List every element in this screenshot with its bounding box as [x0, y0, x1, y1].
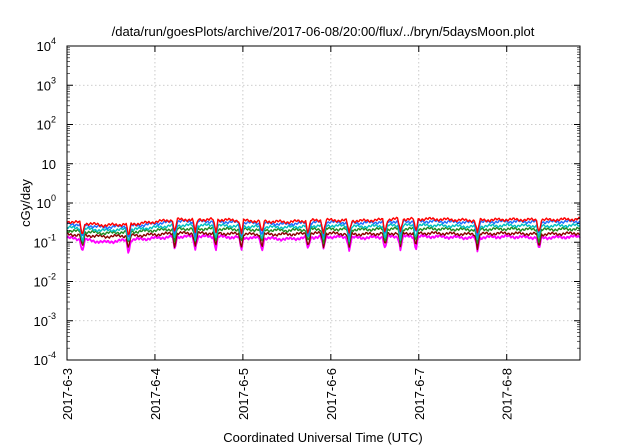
y-tick-label: 103	[37, 75, 56, 93]
x-tick-label: 2017-6-3	[60, 368, 75, 420]
y-tick-label: 102	[37, 115, 56, 133]
y-tick-label: 10	[42, 157, 56, 172]
y-tick-label: 10-4	[34, 350, 56, 368]
x-tick-label: 2017-6-8	[500, 368, 515, 420]
y-tick-label: 10-2	[34, 272, 56, 290]
x-tick-label: 2017-6-4	[148, 368, 163, 420]
y-tick-label: 104	[37, 36, 56, 54]
x-tick-label: 2017-6-6	[324, 368, 339, 420]
x-tick-labels: 2017-6-3 2017-6-4 2017-6-5 2017-6-6 2017-6-7…	[60, 368, 515, 420]
ticks	[66, 45, 580, 361]
series-line	[66, 226, 581, 245]
series-layer	[66, 216, 581, 254]
grid	[67, 46, 580, 360]
x-tick-label: 2017-6-7	[412, 368, 427, 420]
y-axis-label: cGy/day	[18, 179, 33, 227]
y-tick-label: 100	[37, 193, 56, 211]
series-line	[66, 233, 581, 254]
series-line	[66, 216, 581, 236]
y-tick-label: 10-1	[34, 232, 56, 250]
series-line	[66, 230, 581, 251]
series-line	[66, 222, 581, 243]
chart-title: /data/run/goesPlots/archive/2017-06-08/2…	[112, 24, 535, 39]
x-axis-label: Coordinated Universal Time (UTC)	[223, 430, 422, 445]
y-tick-labels: 10-4 10-3 10-2 10-1 100 10 102 103 104	[34, 36, 56, 368]
y-tick-label: 10-3	[34, 311, 56, 329]
x-tick-label: 2017-6-5	[236, 368, 251, 420]
